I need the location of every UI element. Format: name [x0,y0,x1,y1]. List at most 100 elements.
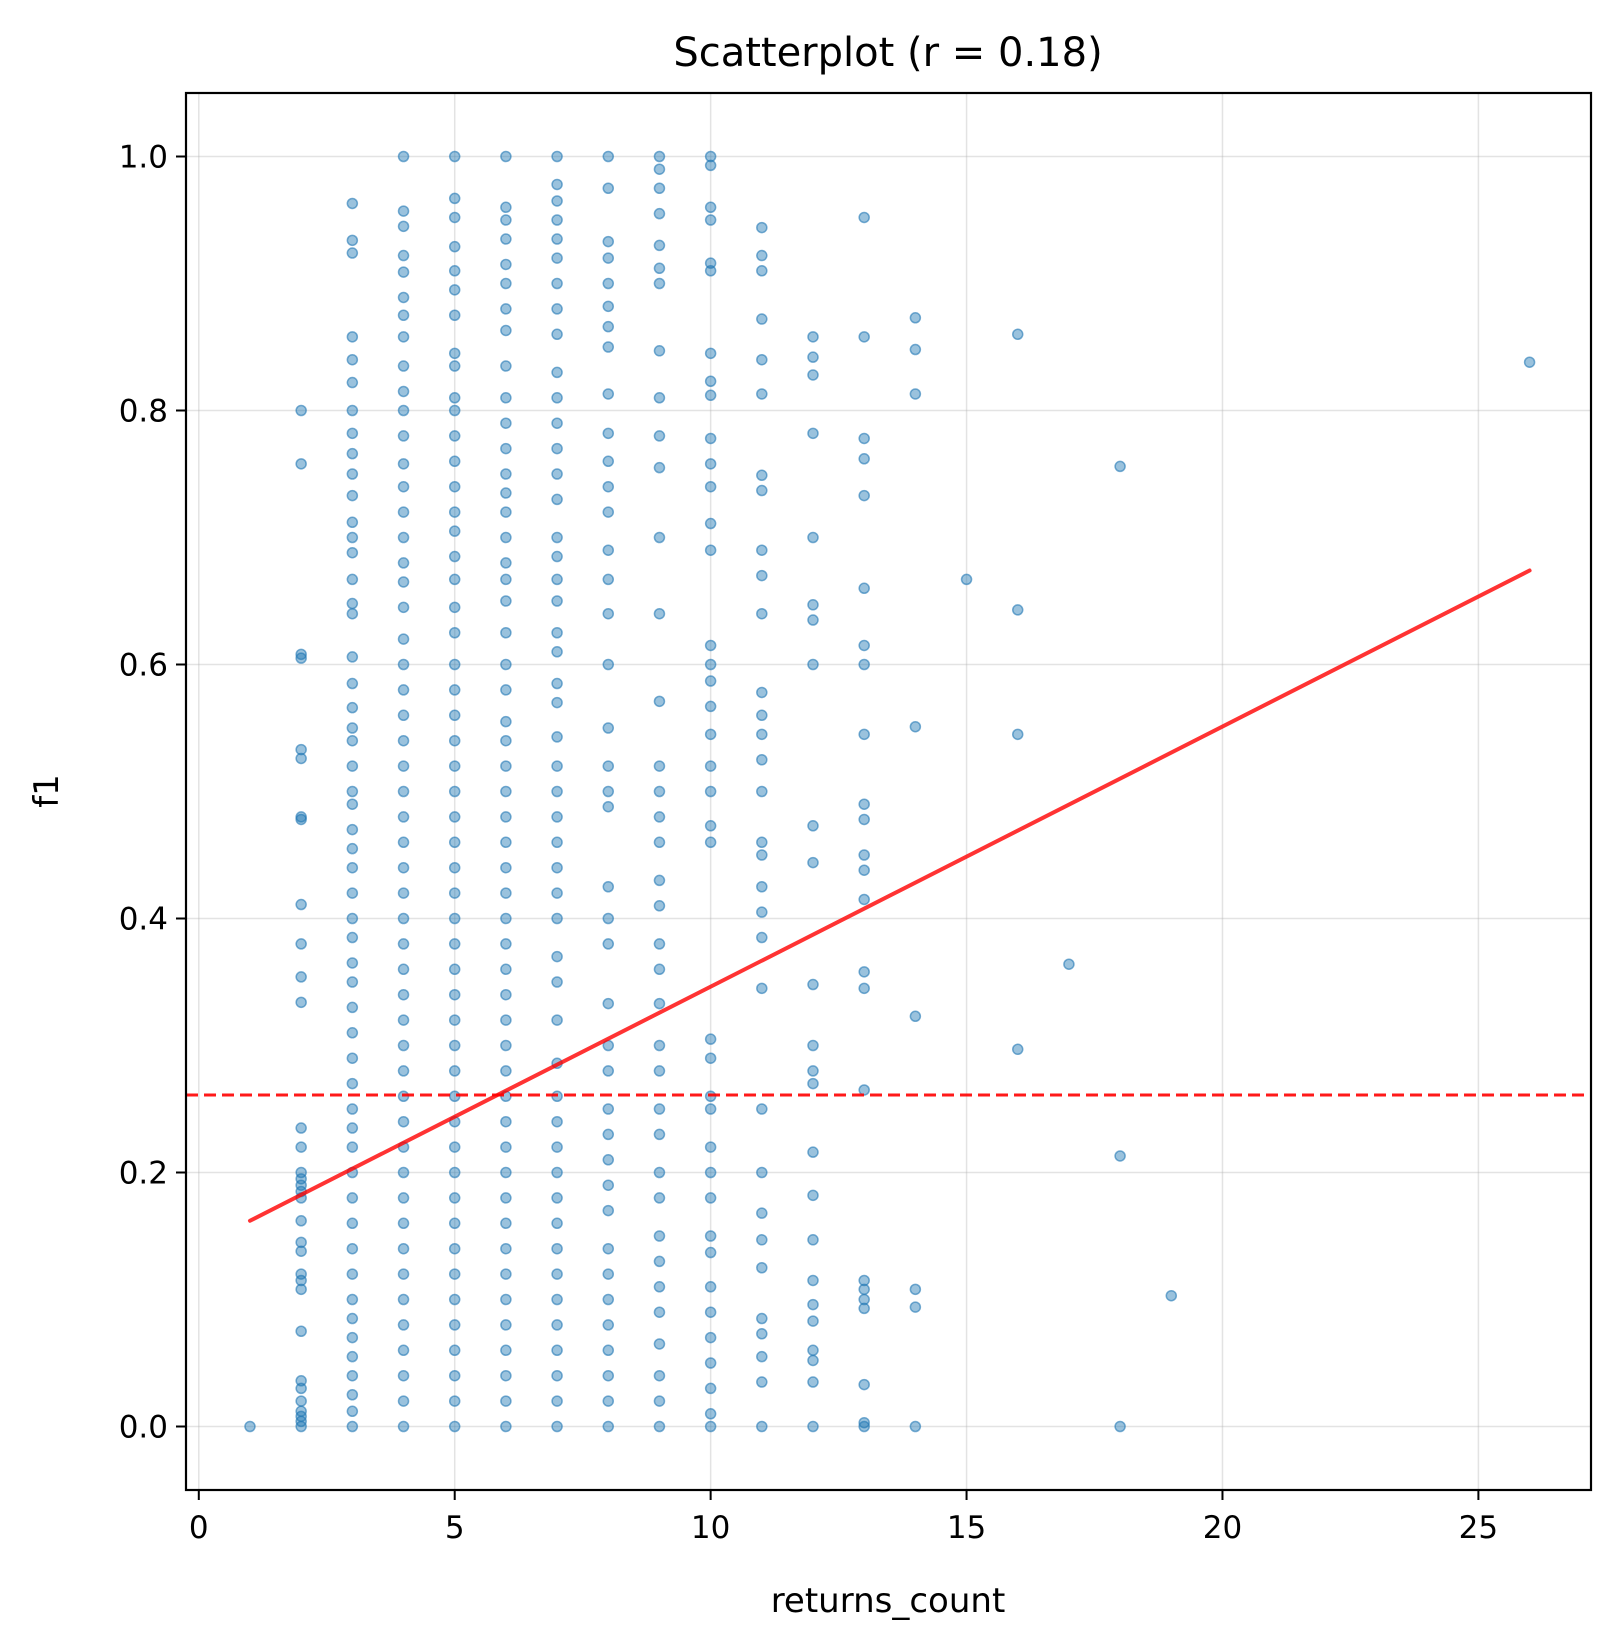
data-point [756,1262,768,1274]
data-point [602,341,615,353]
data-point [346,1027,359,1039]
data-point [295,1283,307,1296]
data-point [704,1052,717,1064]
chart-title: Scatterplot (r = 0.18) [673,30,1102,76]
data-point [244,1420,256,1433]
data-point [551,950,563,963]
data-point [397,458,410,470]
data-point [551,468,563,480]
data-point [653,163,666,175]
data-point [602,1128,615,1141]
data-point [500,658,512,671]
data-point [858,849,870,861]
data-point [551,1344,563,1357]
data-point [448,734,461,747]
data-point [704,1103,717,1115]
data-point [448,506,461,518]
data-point [500,1039,512,1052]
x-tick-label: 20 [1203,1510,1242,1546]
data-point [397,1242,410,1255]
data-point [807,1189,819,1202]
data-point [551,233,563,245]
data-point [397,684,410,696]
data-point [1523,356,1536,368]
grid-lines [186,93,1591,1490]
data-point [756,785,768,798]
data-point [448,192,461,205]
data-point [756,313,768,325]
data-point [500,1319,512,1331]
data-point [602,800,615,813]
data-point [858,893,870,906]
data-point [448,912,461,925]
data-point [1011,728,1024,741]
data-point [704,1230,717,1242]
data-point [653,1103,666,1115]
data-point [1165,1289,1178,1302]
data-point [602,938,615,950]
data-point [397,150,410,163]
data-point [397,1268,410,1280]
data-point [858,432,870,445]
data-point [346,957,359,969]
data-point [448,601,461,614]
data-point [346,861,359,874]
y-axis-label: f1 [27,774,67,808]
data-point [295,1274,307,1287]
data-point [397,760,410,772]
data-point [653,345,666,357]
data-point [653,836,666,849]
data-point [346,516,359,529]
data-point [346,331,359,343]
data-point [448,211,461,224]
data-point [704,544,717,556]
data-point [602,573,615,586]
data-point [653,785,666,798]
data-point [551,1242,563,1255]
data-point [551,1192,563,1204]
data-point [704,159,717,172]
data-point [500,233,512,245]
data-point [704,1306,717,1318]
data-point [602,252,615,264]
data-point [448,760,461,772]
axis-ticks: 0 5 10 15 20 25 0.0 0.2 0.4 0.6 0.8 1.0 [119,140,1498,1547]
data-point [397,360,410,372]
data-point [500,1141,512,1153]
data-point [602,1242,615,1255]
data-point [602,1179,615,1191]
data-point [858,864,870,876]
data-point [551,328,563,341]
data-point [653,1395,666,1407]
data-point [1011,604,1024,616]
data-point [858,1420,870,1433]
data-point [346,1350,359,1363]
data-point [756,569,768,582]
data-point [653,900,666,912]
data-point [704,375,717,388]
data-point [500,785,512,798]
data-point [551,277,563,290]
data-point [807,978,819,991]
data-point [500,836,512,849]
data-point [756,1103,768,1115]
data-point [448,1242,461,1255]
data-point [448,1319,461,1331]
data-point [448,836,461,849]
data-point [346,1331,359,1344]
data-point [704,150,717,163]
data-point [551,531,563,544]
data-point [551,493,563,506]
data-point [653,239,666,252]
data-point [346,1001,359,1014]
data-point [448,1166,461,1179]
data-point [448,573,461,586]
data-point [858,489,870,502]
data-point [448,455,461,468]
data-point [346,785,359,798]
data-point [602,1204,615,1217]
data-point [551,1395,563,1407]
data-point [858,211,870,224]
data-point [858,1084,870,1096]
data-point [346,651,359,663]
